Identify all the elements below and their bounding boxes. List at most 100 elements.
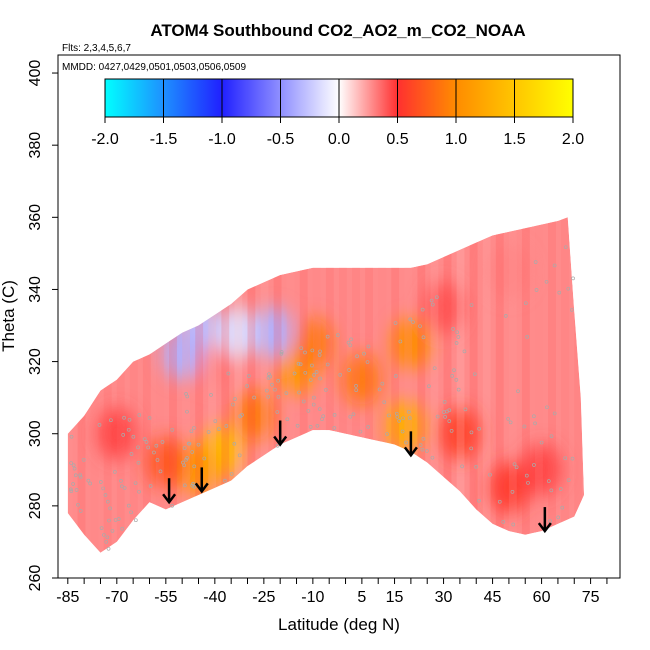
sample-point <box>158 469 163 474</box>
colorbar-tick-label: -1.5 <box>150 131 178 148</box>
sample-point <box>81 457 86 462</box>
sample-point <box>544 279 549 284</box>
sample-point <box>148 484 153 488</box>
sample-point <box>454 378 459 382</box>
sample-point <box>268 374 272 379</box>
sample-point <box>240 413 244 417</box>
sample-point <box>202 456 207 461</box>
anomaly-cell <box>96 407 137 460</box>
sample-point <box>270 382 274 387</box>
sample-point <box>522 424 527 429</box>
sample-point <box>185 456 189 460</box>
sample-point <box>452 368 456 373</box>
sample-point <box>406 409 411 414</box>
x-tick-label: 75 <box>582 589 600 606</box>
sample-point <box>488 472 492 477</box>
sample-point <box>365 360 370 364</box>
anomaly-cell <box>292 317 333 370</box>
sample-point <box>98 480 103 484</box>
anomaly-cell <box>390 317 431 370</box>
sample-point <box>104 539 109 544</box>
sample-point <box>142 437 147 442</box>
sample-point <box>404 440 408 445</box>
anomaly-cell <box>145 436 186 489</box>
data-field <box>67 217 585 553</box>
sample-point <box>184 457 189 462</box>
sample-point <box>377 387 382 392</box>
sample-point <box>310 363 314 368</box>
sample-point <box>191 481 195 486</box>
chart-title: ATOM4 Southbound CO2_AO2_m_CO2_NOAA <box>150 21 525 40</box>
sample-point <box>129 510 133 515</box>
y-tick-label: 260 <box>27 565 44 592</box>
sample-point <box>284 391 289 395</box>
sample-point <box>97 423 102 427</box>
sample-point <box>429 298 434 303</box>
sample-point <box>317 353 322 357</box>
flights-note: Flts: 2,3,4,5,6,7 <box>62 43 131 54</box>
sample-point <box>348 414 353 419</box>
sample-point <box>347 368 351 372</box>
sample-point <box>317 407 322 411</box>
data-column-band <box>378 217 387 553</box>
sample-point <box>442 410 446 414</box>
sample-point <box>265 388 269 393</box>
sample-point <box>532 414 536 419</box>
data-column-band <box>299 217 308 553</box>
sample-point <box>276 394 281 399</box>
sample-point <box>408 317 413 322</box>
arrow-head <box>403 446 418 458</box>
sample-point <box>245 384 249 388</box>
sample-point <box>325 362 330 367</box>
sample-point <box>285 417 290 422</box>
colorbar-tick-label: 2.0 <box>562 131 584 148</box>
sample-point <box>231 402 235 407</box>
sample-point <box>308 378 313 382</box>
x-tick-label: -10 <box>301 589 324 606</box>
data-column-band <box>352 217 360 553</box>
sample-point <box>223 478 227 483</box>
sample-point <box>362 351 366 356</box>
sample-point <box>552 263 557 268</box>
sample-point <box>186 441 191 446</box>
sample-point <box>246 374 251 378</box>
sample-point <box>382 400 387 405</box>
sample-point <box>450 374 455 378</box>
sample-point <box>116 517 121 521</box>
x-tick-label: 30 <box>435 589 453 606</box>
colorbar-tick-label: 1.5 <box>503 131 525 148</box>
colorbar: -2.0 -1.5 -1.0 -0.5 0.0 0.5 1.0 1.5 2.0 <box>91 78 584 148</box>
sample-point <box>558 487 563 491</box>
sample-point <box>103 493 108 497</box>
sample-point <box>346 340 351 345</box>
sample-point <box>454 341 459 345</box>
sample-point <box>152 450 156 455</box>
sample-point <box>299 346 304 351</box>
data-field-clipped <box>67 217 585 553</box>
sample-point <box>126 427 131 432</box>
sample-point <box>170 503 175 508</box>
sample-point <box>127 417 132 422</box>
y-tick-label: 300 <box>27 420 44 447</box>
sample-point <box>432 366 437 371</box>
sample-point <box>508 420 513 425</box>
colorbar-tick-label: 1.0 <box>445 131 467 148</box>
sample-point <box>296 361 301 366</box>
sample-point <box>539 440 544 445</box>
y-axis: 260 280 300 320 340 360 380 400 <box>27 60 58 592</box>
sample-point <box>442 400 447 404</box>
sample-point <box>400 429 405 434</box>
data-column-band <box>234 217 243 553</box>
sample-point <box>566 286 571 291</box>
data-column-band <box>142 217 151 553</box>
sample-point <box>510 490 515 494</box>
sample-point <box>69 434 74 439</box>
sample-point <box>279 351 284 356</box>
sample-point <box>546 479 551 483</box>
x-tick-label: 15 <box>386 589 404 606</box>
sample-point <box>469 446 474 451</box>
sample-point <box>69 461 73 465</box>
sample-point <box>76 502 80 507</box>
sample-point <box>318 349 322 354</box>
